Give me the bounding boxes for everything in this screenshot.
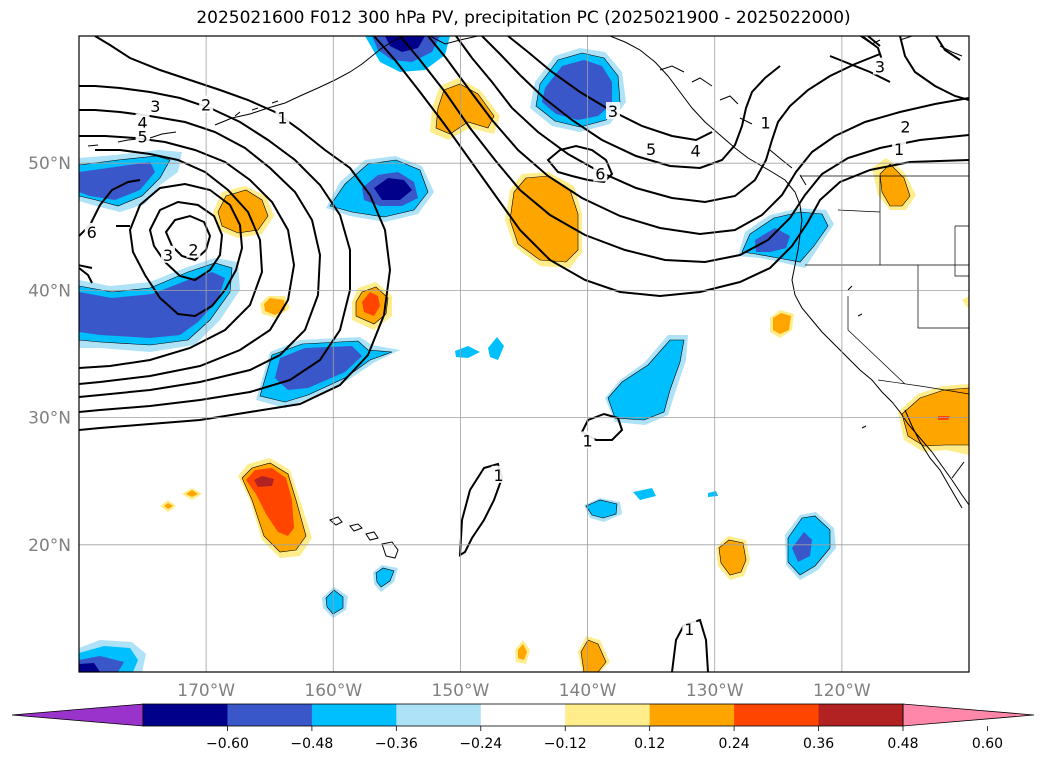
colorbar-tick-label: 0.60 — [972, 736, 1003, 752]
pv-contour-label: 6 — [87, 223, 97, 242]
pv-contour-label: 1 — [894, 140, 904, 159]
contour-label-bg — [682, 619, 697, 637]
contour-label-bg — [148, 96, 163, 114]
contour-label-bg — [135, 127, 150, 145]
pv-contour-label: 1 — [760, 113, 770, 132]
pv-contour-label: 4 — [137, 113, 147, 132]
lon-tick-label: 170°W — [177, 681, 235, 701]
colorbar-swatch — [396, 704, 482, 726]
pv-contour-label: 2 — [201, 96, 211, 115]
pv-contour-label: 1 — [684, 620, 694, 639]
colorbar-tick-label: −0.60 — [206, 736, 249, 752]
contour-label-bg — [873, 57, 887, 75]
colorbar-swatch — [649, 704, 735, 726]
colorbar-swatch — [143, 704, 228, 726]
pv-contour-label: 2 — [188, 241, 198, 260]
lat-tick-label: 40°N — [28, 281, 71, 301]
pv-contour-label: 6 — [595, 164, 605, 183]
pv-contour-label: 1 — [277, 108, 287, 127]
lon-tick-label: 160°W — [304, 681, 362, 701]
pv-contour-label: 3 — [608, 102, 618, 121]
pv-contours — [79, 36, 969, 672]
contour-label-bg — [593, 164, 608, 182]
contour-label-bg — [135, 113, 150, 131]
contour-label-bg — [161, 245, 175, 263]
contour-label-bg — [580, 431, 595, 449]
colorbar-tick-label: −0.24 — [459, 736, 502, 752]
precipitation-outlines — [79, 52, 969, 672]
colorbar-outline — [142, 703, 904, 727]
pv-contour-label: 1 — [493, 466, 503, 485]
lat-tick-label: 50°N — [28, 154, 71, 174]
colorbar-tick-label: 0.24 — [719, 736, 750, 752]
lon-tick-label: 150°W — [432, 681, 490, 701]
lon-tick-label: 120°W — [813, 681, 871, 701]
colorbar-extend-low — [11, 703, 144, 727]
lon-tick-label: 130°W — [686, 681, 744, 701]
colorbar-swatch — [311, 704, 397, 726]
pv-contour-label: 5 — [646, 140, 656, 159]
pv-contour-label: 3 — [150, 97, 160, 116]
colorbar-swatch — [565, 704, 651, 726]
colorbar-tick-label: −0.48 — [290, 736, 333, 752]
contour-label-bg — [84, 222, 99, 240]
colorbar-swatch — [818, 704, 904, 726]
colorbar-tick-label: 0.48 — [887, 736, 918, 752]
precipitation-shading-positive — [160, 78, 969, 672]
lat-tick-label: 20°N — [28, 536, 71, 556]
colorbar: −0.60 −0.48 −0.36 −0.24 −0.12 0.12 0.24 0.36 0.4… — [11, 703, 1035, 752]
contour-label-bg — [186, 240, 201, 258]
coastlines — [87, 36, 969, 559]
contour-label-bg — [606, 102, 620, 120]
contour-label-bg — [758, 113, 773, 131]
lat-tick-label: 30°N — [28, 409, 71, 429]
gridlines — [79, 36, 969, 672]
contour-label-bg — [688, 141, 703, 159]
contour-label-bg — [898, 117, 913, 135]
contour-label-bg — [644, 140, 659, 158]
longitude-tick-labels: 170°W 160°W 150°W 140°W 130°W 120°W — [177, 681, 871, 701]
contour-label-bg — [199, 95, 214, 113]
colorbar-tick-label: −0.12 — [544, 736, 587, 752]
pv-contour-label: 4 — [691, 141, 701, 160]
map-frame — [78, 35, 970, 673]
latitude-tick-labels: 50°N 40°N 30°N 20°N — [28, 154, 71, 556]
pv-contour-label: 3 — [875, 58, 885, 77]
pv-contour-label: 1 — [582, 431, 592, 450]
colorbar-swatch — [227, 704, 313, 726]
colorbar-swatch — [480, 704, 566, 726]
pv-contour-label: 3 — [163, 246, 173, 265]
pv-contour-label: 5 — [137, 127, 147, 146]
colorbar-tick-label: 0.12 — [634, 736, 665, 752]
pv-contour-label: 2 — [900, 117, 910, 136]
map-title: 2025021600 F012 300 hPa PV, precipitatio… — [196, 8, 851, 28]
contour-label-bg — [491, 465, 506, 483]
lon-tick-label: 140°W — [559, 681, 617, 701]
colorbar-swatch — [734, 704, 820, 726]
contour-label-bg — [275, 108, 290, 126]
colorbar-tick-label: 0.36 — [803, 736, 834, 752]
political-borders — [800, 175, 969, 395]
colorbar-tick-label: −0.36 — [375, 736, 418, 752]
colorbar-extend-high — [902, 703, 1035, 727]
contour-label-bg — [892, 140, 907, 158]
